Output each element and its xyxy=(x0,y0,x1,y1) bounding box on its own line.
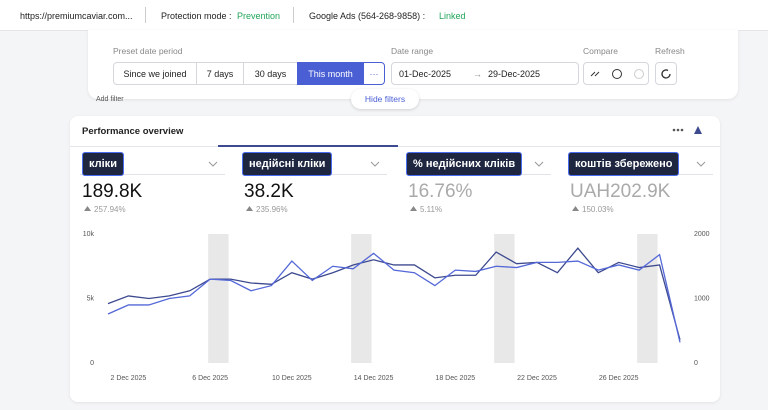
separator xyxy=(145,7,146,23)
refresh-icon xyxy=(661,68,671,79)
metric-label: коштів збережено xyxy=(568,152,680,176)
weekend-band xyxy=(351,234,372,363)
refresh-label: Refresh xyxy=(655,46,685,56)
arrow: → xyxy=(473,68,483,79)
preset-button[interactable]: Since we joined xyxy=(113,62,197,85)
chevron xyxy=(208,161,218,167)
metric[interactable]: % недійсних кліків 16.76% 5.11% xyxy=(406,150,551,220)
separator xyxy=(293,7,294,23)
date-range-label: Date range xyxy=(391,46,434,56)
metric-value: UAH202.9K xyxy=(570,181,671,202)
protection-label: Protection mode : xyxy=(161,11,232,21)
metric-change: 235.96% xyxy=(256,205,288,214)
ads-value: Linked xyxy=(439,11,466,21)
refresh-button[interactable] xyxy=(655,62,677,85)
compare-label: Compare xyxy=(583,46,618,56)
preset-button[interactable]: 30 days xyxy=(243,62,298,85)
metric-label: недійсні кліки xyxy=(242,152,333,176)
chevron xyxy=(696,161,706,167)
preset-label: Preset date period xyxy=(113,46,183,56)
y-tick-label: 5k xyxy=(87,296,95,303)
metric-change: 150.03% xyxy=(582,205,614,214)
protection-value: Prevention xyxy=(237,11,281,21)
x-tick-label: 26 Dec 2025 xyxy=(599,375,639,382)
panel-title: Performance overview xyxy=(82,126,184,137)
up-arrow xyxy=(84,206,91,211)
series-line xyxy=(107,247,681,340)
up-arrow xyxy=(410,206,417,211)
filter-card: Preset date period Since we joined 7 day… xyxy=(88,30,738,99)
metric[interactable]: кліки 189.8K 257.94% xyxy=(80,150,225,220)
top-bar: https://premiumcaviar.com... Protection … xyxy=(0,0,768,31)
panel-icons xyxy=(672,126,702,134)
chart: 0 5k 10k 0 1000 2000 2 Dec 2025 6 Dec 2025 10 De… xyxy=(83,231,710,382)
y-tick-label: 0 xyxy=(90,360,94,367)
up-arrow xyxy=(572,206,579,211)
x-tick-label: 6 Dec 2025 xyxy=(192,375,228,382)
y-tick-label: 10k xyxy=(83,231,95,238)
preset-button[interactable]: 7 days xyxy=(196,62,244,85)
metric-label: кліки xyxy=(82,152,124,176)
metric[interactable]: недійсні кліки 38.2K 235.96% xyxy=(242,150,387,220)
metric-label: % недійсних кліків xyxy=(406,152,523,176)
ads-label: Google Ads (564-268-9858) : xyxy=(309,11,426,21)
compare-icons xyxy=(590,68,644,79)
y2-tick-label: 1000 xyxy=(694,296,710,303)
weekend-band xyxy=(637,234,658,363)
metric-value: 38.2K xyxy=(244,181,294,202)
x-tick-label: 10 Dec 2025 xyxy=(272,375,312,382)
y2-tick-label: 0 xyxy=(694,360,698,367)
add-filter[interactable]: Add filter xyxy=(96,96,124,103)
x-tick-label: 14 Dec 2025 xyxy=(354,375,394,382)
preset-button[interactable]: This month xyxy=(297,62,364,85)
chevron xyxy=(534,161,544,167)
date-range-input[interactable]: 01-Dec-2025 → 29-Dec-2025 xyxy=(391,62,579,85)
site-url[interactable]: https://premiumcaviar.com... xyxy=(20,11,133,21)
chevron xyxy=(370,161,380,167)
date-to: 29-Dec-2025 xyxy=(488,68,541,79)
metric-value: 189.8K xyxy=(82,181,143,202)
x-tick-label: 22 Dec 2025 xyxy=(517,375,557,382)
metric-underline xyxy=(80,174,225,175)
up-arrow xyxy=(246,206,253,211)
metric-change: 257.94% xyxy=(94,205,126,214)
tab-indicator xyxy=(218,145,398,147)
y2-tick-label: 2000 xyxy=(694,231,710,238)
panel: Performance overview кліки 189.8K 257.94… xyxy=(70,116,720,402)
more-button[interactable]: ··· xyxy=(363,62,385,85)
metric[interactable]: коштів збережено UAH202.9K 150.03% xyxy=(568,150,713,220)
metric-change: 5.11% xyxy=(420,205,443,214)
metric-value: 16.76% xyxy=(408,181,473,202)
x-tick-label: 18 Dec 2025 xyxy=(435,375,475,382)
x-tick-label: 2 Dec 2025 xyxy=(111,375,147,382)
weekend-band xyxy=(208,234,229,363)
series-line xyxy=(107,252,681,343)
compare-group[interactable] xyxy=(583,62,649,85)
date-from: 01-Dec-2025 xyxy=(399,68,452,79)
hide-filters[interactable]: Hide filters xyxy=(351,89,419,109)
